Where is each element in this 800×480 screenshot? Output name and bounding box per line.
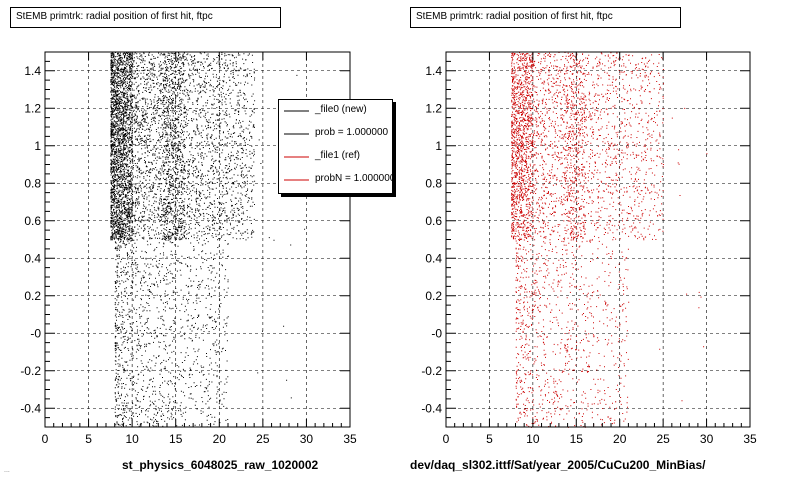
legend-label-prob: prob = 1.000000 <box>315 127 389 138</box>
left-x-axis-label: st_physics_6048025_raw_1020002 <box>122 458 319 472</box>
left-y-tick-label: 1.4 <box>24 64 41 78</box>
left-x-tick-label: 35 <box>343 432 357 446</box>
left-x-tick-label: 30 <box>300 432 314 446</box>
left-x-tick-label: 25 <box>256 432 270 446</box>
legend-label-file1: _file1 (ref) <box>315 150 361 161</box>
left-x-tick-label: 10 <box>125 432 139 446</box>
footer-stamp: ... <box>4 467 10 474</box>
left-y-tick-label: 0.4 <box>24 251 41 265</box>
left-x-tick-label: 5 <box>85 432 92 446</box>
left-y-tick-label: 0.2 <box>24 289 41 303</box>
left-x-tick-label: 15 <box>169 432 183 446</box>
legend-label-probn: probN = 1.000000 <box>315 173 393 184</box>
legend-label-file0: _file0 (new) <box>315 104 367 115</box>
right-x-axis-label: dev/daq_sl302.ittf/Sat/year_2005/CuCu200… <box>410 458 706 472</box>
left-x-tick-label: 0 <box>42 432 49 446</box>
left-y-tick-label: 0.6 <box>24 214 41 228</box>
left-y-tick-label: -0.2 <box>20 364 41 378</box>
left-plot-title: StEMB primtrk: radial position of first … <box>10 7 281 28</box>
left-y-tick-label: -0.4 <box>20 401 41 415</box>
left-y-tick-label: 0.8 <box>24 176 41 190</box>
left-y-tick-label: 1.2 <box>24 101 41 115</box>
left-y-tick-label: 1 <box>34 139 41 153</box>
left-scatter-points <box>110 52 306 428</box>
left-point-cloud <box>110 52 306 428</box>
left-x-tick-label: 20 <box>213 432 227 446</box>
left-y-tick-label: -0 <box>30 326 41 340</box>
left-axes: 0 5 10 15 20 25 30 35 -0.4 -0.2 -0 0.2 0.4 0.6 0.8 1 1.2… <box>20 51 357 446</box>
legend-box: _file0 (new) prob = 1.000000 _file1 (ref… <box>278 99 393 194</box>
right-plot-title: StEMB primtrk: radial position of first … <box>410 7 681 28</box>
